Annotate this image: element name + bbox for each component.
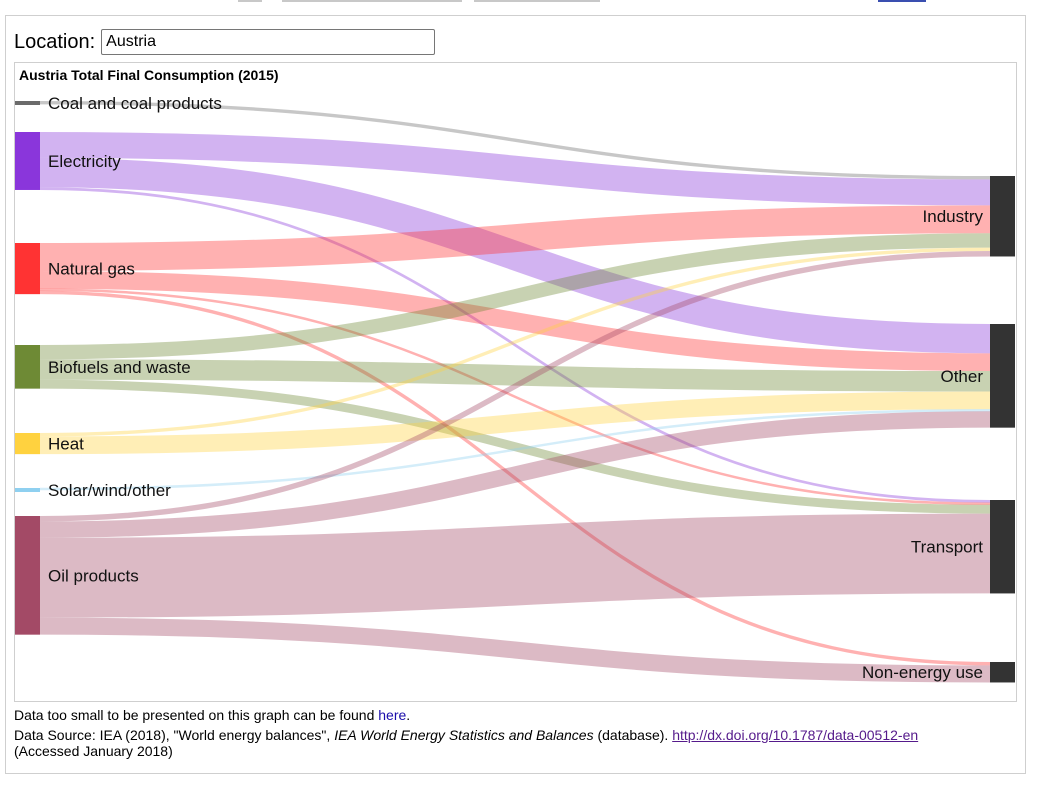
target-node-other [990, 324, 1015, 428]
source-node-heat [15, 433, 40, 455]
target-node-non-energy-use [990, 662, 1015, 683]
target-label-other: Other [940, 367, 983, 386]
target-label-non-energy-use: Non-energy use [862, 663, 983, 682]
source-label-coal-and-coal-products: Coal and coal products [48, 94, 222, 113]
target-label-transport: Transport [911, 538, 983, 557]
source-label-electricity: Electricity [48, 152, 121, 171]
flow-heat-to-other [39, 391, 991, 455]
footer-note-end: . [406, 707, 411, 723]
source-node-oil-products [15, 516, 40, 635]
flow-electricity-to-other [39, 157, 991, 354]
chart-title: Austria Total Final Consumption (2015) [19, 67, 279, 83]
sankey-chart: Coal and coal products Electricity Natural… [15, 67, 1015, 683]
footer-source: Data Source: IEA (2018), "World energy b… [14, 727, 1014, 743]
flow-oil-products-to-transport [39, 513, 991, 618]
cut-text-fragment [474, 0, 600, 2]
sankey-chart-frame [14, 62, 1017, 702]
flow-biofuels-and-waste-to-transport [39, 379, 991, 514]
flow-oil-products-to-industry [39, 251, 991, 522]
source-node-natural-gas [15, 243, 40, 295]
chart-panel [5, 15, 1026, 774]
flow-natural-gas-to-industry [39, 205, 991, 271]
location-input[interactable] [101, 29, 436, 55]
flow-biofuels-and-waste-to-industry [39, 233, 991, 360]
source-italic: IEA World Energy Statistics and Balances [334, 727, 594, 743]
footer-accessed: (Accessed January 2018) [14, 743, 173, 759]
flow-heat-to-industry [39, 247, 991, 437]
cut-text-fragment [282, 0, 462, 2]
flow-oil-products-to-other [39, 411, 991, 538]
flow-natural-gas-to-transport [39, 288, 991, 506]
location-row: Location: [14, 27, 436, 57]
source-label-heat: Heat [48, 435, 84, 454]
flow-electricity-to-transport [39, 187, 991, 503]
source-label-biofuels-and-waste: Biofuels and waste [48, 358, 191, 377]
doi-link[interactable]: http://dx.doi.org/10.1787/data-00512-en [672, 727, 919, 743]
source-node-biofuels-and-waste [15, 345, 40, 389]
cut-text-fragment [238, 0, 262, 2]
flow-natural-gas-to-other [39, 270, 991, 372]
flow-electricity-to-industry [39, 132, 991, 206]
source-label-oil-products: Oil products [48, 566, 139, 585]
top-cut-text-strip [0, 0, 1044, 6]
flow-natural-gas-to-non-energy-use [39, 290, 991, 666]
footer-note-text: Data too small to be presented on this g… [14, 707, 379, 723]
source-node-coal-and-coal-products [15, 101, 40, 105]
flow-coal-and-coal-products-to-industry [39, 101, 991, 180]
flow-biofuels-and-waste-to-other [39, 359, 991, 392]
cut-link-fragment [878, 0, 926, 2]
source-mid: (database). [593, 727, 673, 743]
footer-note: Data too small to be presented on this g… [14, 707, 1014, 723]
here-link[interactable]: here [378, 707, 407, 723]
source-label-solar-wind-other: Solar/wind/other [48, 481, 171, 500]
target-node-transport [990, 500, 1015, 594]
target-label-industry: Industry [923, 207, 984, 226]
source-prefix: Data Source: IEA (2018), "World energy b… [14, 727, 335, 743]
flow-oil-products-to-non-energy-use [39, 617, 991, 683]
source-node-electricity [15, 132, 40, 190]
flow-solar-wind-other-to-other [39, 409, 991, 491]
source-node-solar-wind-other [15, 488, 40, 492]
chart-footer: Data too small to be presented on this g… [14, 707, 1014, 759]
location-label: Location: [14, 30, 96, 53]
source-label-natural-gas: Natural gas [48, 260, 135, 279]
target-node-industry [990, 176, 1015, 257]
